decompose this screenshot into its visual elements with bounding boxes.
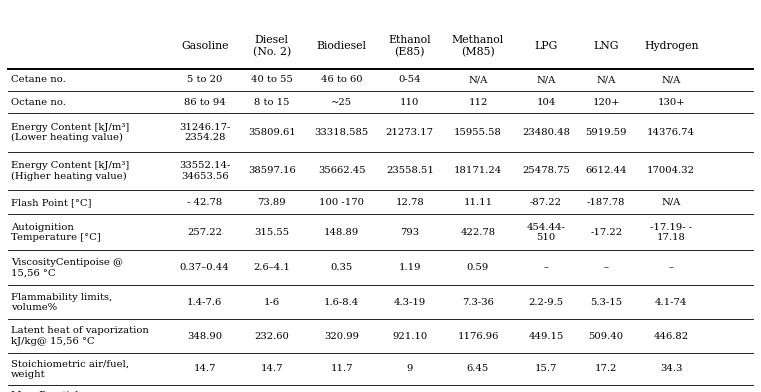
Text: Cetane no.: Cetane no. <box>11 75 65 84</box>
Text: LPG: LPG <box>534 41 558 51</box>
Text: 257.22: 257.22 <box>187 228 222 237</box>
Text: 6612.44: 6612.44 <box>585 167 627 175</box>
Text: Ethanol
(E85): Ethanol (E85) <box>388 35 431 57</box>
Text: 5.3-15: 5.3-15 <box>590 298 622 307</box>
Text: 0.59: 0.59 <box>466 263 489 272</box>
Text: 33318.585: 33318.585 <box>314 128 369 137</box>
Text: 104: 104 <box>537 98 556 107</box>
Text: 921.10: 921.10 <box>392 332 428 341</box>
Text: 112: 112 <box>468 98 488 107</box>
Text: 11.7: 11.7 <box>330 365 353 373</box>
Text: 14.7: 14.7 <box>260 365 283 373</box>
Text: N/A: N/A <box>468 75 488 84</box>
Text: Stoichiometric air/fuel,
weight: Stoichiometric air/fuel, weight <box>11 359 129 379</box>
Text: 86 to 94: 86 to 94 <box>184 98 225 107</box>
Text: 17.2: 17.2 <box>595 365 617 373</box>
Text: N/A: N/A <box>661 198 681 207</box>
Text: 793: 793 <box>400 228 419 237</box>
Text: 15.7: 15.7 <box>535 365 557 373</box>
Text: 6.45: 6.45 <box>466 365 489 373</box>
Text: Biodiesel: Biodiesel <box>317 41 367 51</box>
Text: 454.44-
510: 454.44- 510 <box>527 223 565 242</box>
Text: 33552.14-
34653.56: 33552.14- 34653.56 <box>179 161 231 181</box>
Text: 21273.17: 21273.17 <box>386 128 434 137</box>
Text: 0.35: 0.35 <box>330 263 353 272</box>
Text: 40 to 55: 40 to 55 <box>250 75 293 84</box>
Text: 73.89: 73.89 <box>257 198 286 207</box>
Text: ~25: ~25 <box>331 98 352 107</box>
Text: Gasoline: Gasoline <box>181 41 228 51</box>
Text: 35662.45: 35662.45 <box>318 167 365 175</box>
Text: 0-54: 0-54 <box>399 75 421 84</box>
Text: Flash Point [°C]: Flash Point [°C] <box>11 198 91 207</box>
Text: 8 to 15: 8 to 15 <box>254 98 289 107</box>
Text: Max. Practicle
compression ratio: Max. Practicle compression ratio <box>11 391 102 392</box>
Text: 46 to 60: 46 to 60 <box>321 75 362 84</box>
Text: 110: 110 <box>400 98 419 107</box>
Text: N/A: N/A <box>537 75 556 84</box>
Text: LNG: LNG <box>594 41 619 51</box>
Text: Latent heat of vaporization
kJ/kg@ 15,56 °C: Latent heat of vaporization kJ/kg@ 15,56… <box>11 327 148 346</box>
Text: –: – <box>669 263 673 272</box>
Text: -17.19- -
17.18: -17.19- - 17.18 <box>650 223 693 242</box>
Text: 11.11: 11.11 <box>463 198 492 207</box>
Text: 1176.96: 1176.96 <box>457 332 498 341</box>
Text: 25478.75: 25478.75 <box>522 167 570 175</box>
Text: N/A: N/A <box>597 75 616 84</box>
Text: 12.78: 12.78 <box>396 198 424 207</box>
Text: Energy Content [kJ/m³]
(Lower heating value): Energy Content [kJ/m³] (Lower heating va… <box>11 123 129 142</box>
Text: Octane no.: Octane no. <box>11 98 65 107</box>
Text: 31246.17-
2354.28: 31246.17- 2354.28 <box>179 123 231 142</box>
Text: 14.7: 14.7 <box>193 365 216 373</box>
Text: 15955.58: 15955.58 <box>454 128 501 137</box>
Text: 7.3-36: 7.3-36 <box>462 298 494 307</box>
Text: 0.37–0.44: 0.37–0.44 <box>180 263 230 272</box>
Text: 148.89: 148.89 <box>324 228 359 237</box>
Text: –: – <box>543 263 549 272</box>
Text: N/A: N/A <box>661 75 681 84</box>
Text: 1.6-8.4: 1.6-8.4 <box>324 298 359 307</box>
Text: 4.3-19: 4.3-19 <box>393 298 426 307</box>
Text: 422.78: 422.78 <box>460 228 495 237</box>
Text: 9: 9 <box>406 365 413 373</box>
Text: Methanol
(M85): Methanol (M85) <box>452 35 504 57</box>
Text: 320.99: 320.99 <box>324 332 359 341</box>
Text: 23558.51: 23558.51 <box>386 167 434 175</box>
Text: 4.1-74: 4.1-74 <box>655 298 687 307</box>
Text: 232.60: 232.60 <box>254 332 289 341</box>
Text: - 42.78: - 42.78 <box>187 198 222 207</box>
Text: 18171.24: 18171.24 <box>454 167 502 175</box>
Text: 5 to 20: 5 to 20 <box>187 75 222 84</box>
Text: 130+: 130+ <box>658 98 685 107</box>
Text: 35809.61: 35809.61 <box>248 128 295 137</box>
Text: -17.22: -17.22 <box>590 228 622 237</box>
Text: 100 -170: 100 -170 <box>319 198 365 207</box>
Text: 1.19: 1.19 <box>399 263 421 272</box>
Text: 1-6: 1-6 <box>263 298 280 307</box>
Text: –: – <box>603 263 609 272</box>
Text: 23480.48: 23480.48 <box>522 128 570 137</box>
Text: 120+: 120+ <box>592 98 620 107</box>
Text: 315.55: 315.55 <box>254 228 289 237</box>
Text: -187.78: -187.78 <box>587 198 626 207</box>
Text: 2.2-9.5: 2.2-9.5 <box>528 298 564 307</box>
Text: 17004.32: 17004.32 <box>647 167 696 175</box>
Text: Diesel
(No. 2): Diesel (No. 2) <box>253 35 291 57</box>
Text: 509.40: 509.40 <box>588 332 624 341</box>
Text: Hydrogen: Hydrogen <box>644 41 699 51</box>
Text: Flammability limits,
volume%: Flammability limits, volume% <box>11 292 112 312</box>
Text: ViscosityCentipoise @
15,56 °C: ViscosityCentipoise @ 15,56 °C <box>11 258 123 278</box>
Text: 5919.59: 5919.59 <box>585 128 627 137</box>
Text: 2.6–4.1: 2.6–4.1 <box>253 263 290 272</box>
Text: 348.90: 348.90 <box>187 332 222 341</box>
Text: Energy Content [kJ/m³]
(Higher heating value): Energy Content [kJ/m³] (Higher heating v… <box>11 161 129 181</box>
Text: 34.3: 34.3 <box>660 365 683 373</box>
Text: -87.22: -87.22 <box>530 198 562 207</box>
Text: 446.82: 446.82 <box>654 332 689 341</box>
Text: Autoignition
Temperature [°C]: Autoignition Temperature [°C] <box>11 223 100 242</box>
Text: 449.15: 449.15 <box>528 332 564 341</box>
Text: 14376.74: 14376.74 <box>647 128 696 137</box>
Text: 38597.16: 38597.16 <box>248 167 295 175</box>
Text: 1.4-7.6: 1.4-7.6 <box>187 298 222 307</box>
